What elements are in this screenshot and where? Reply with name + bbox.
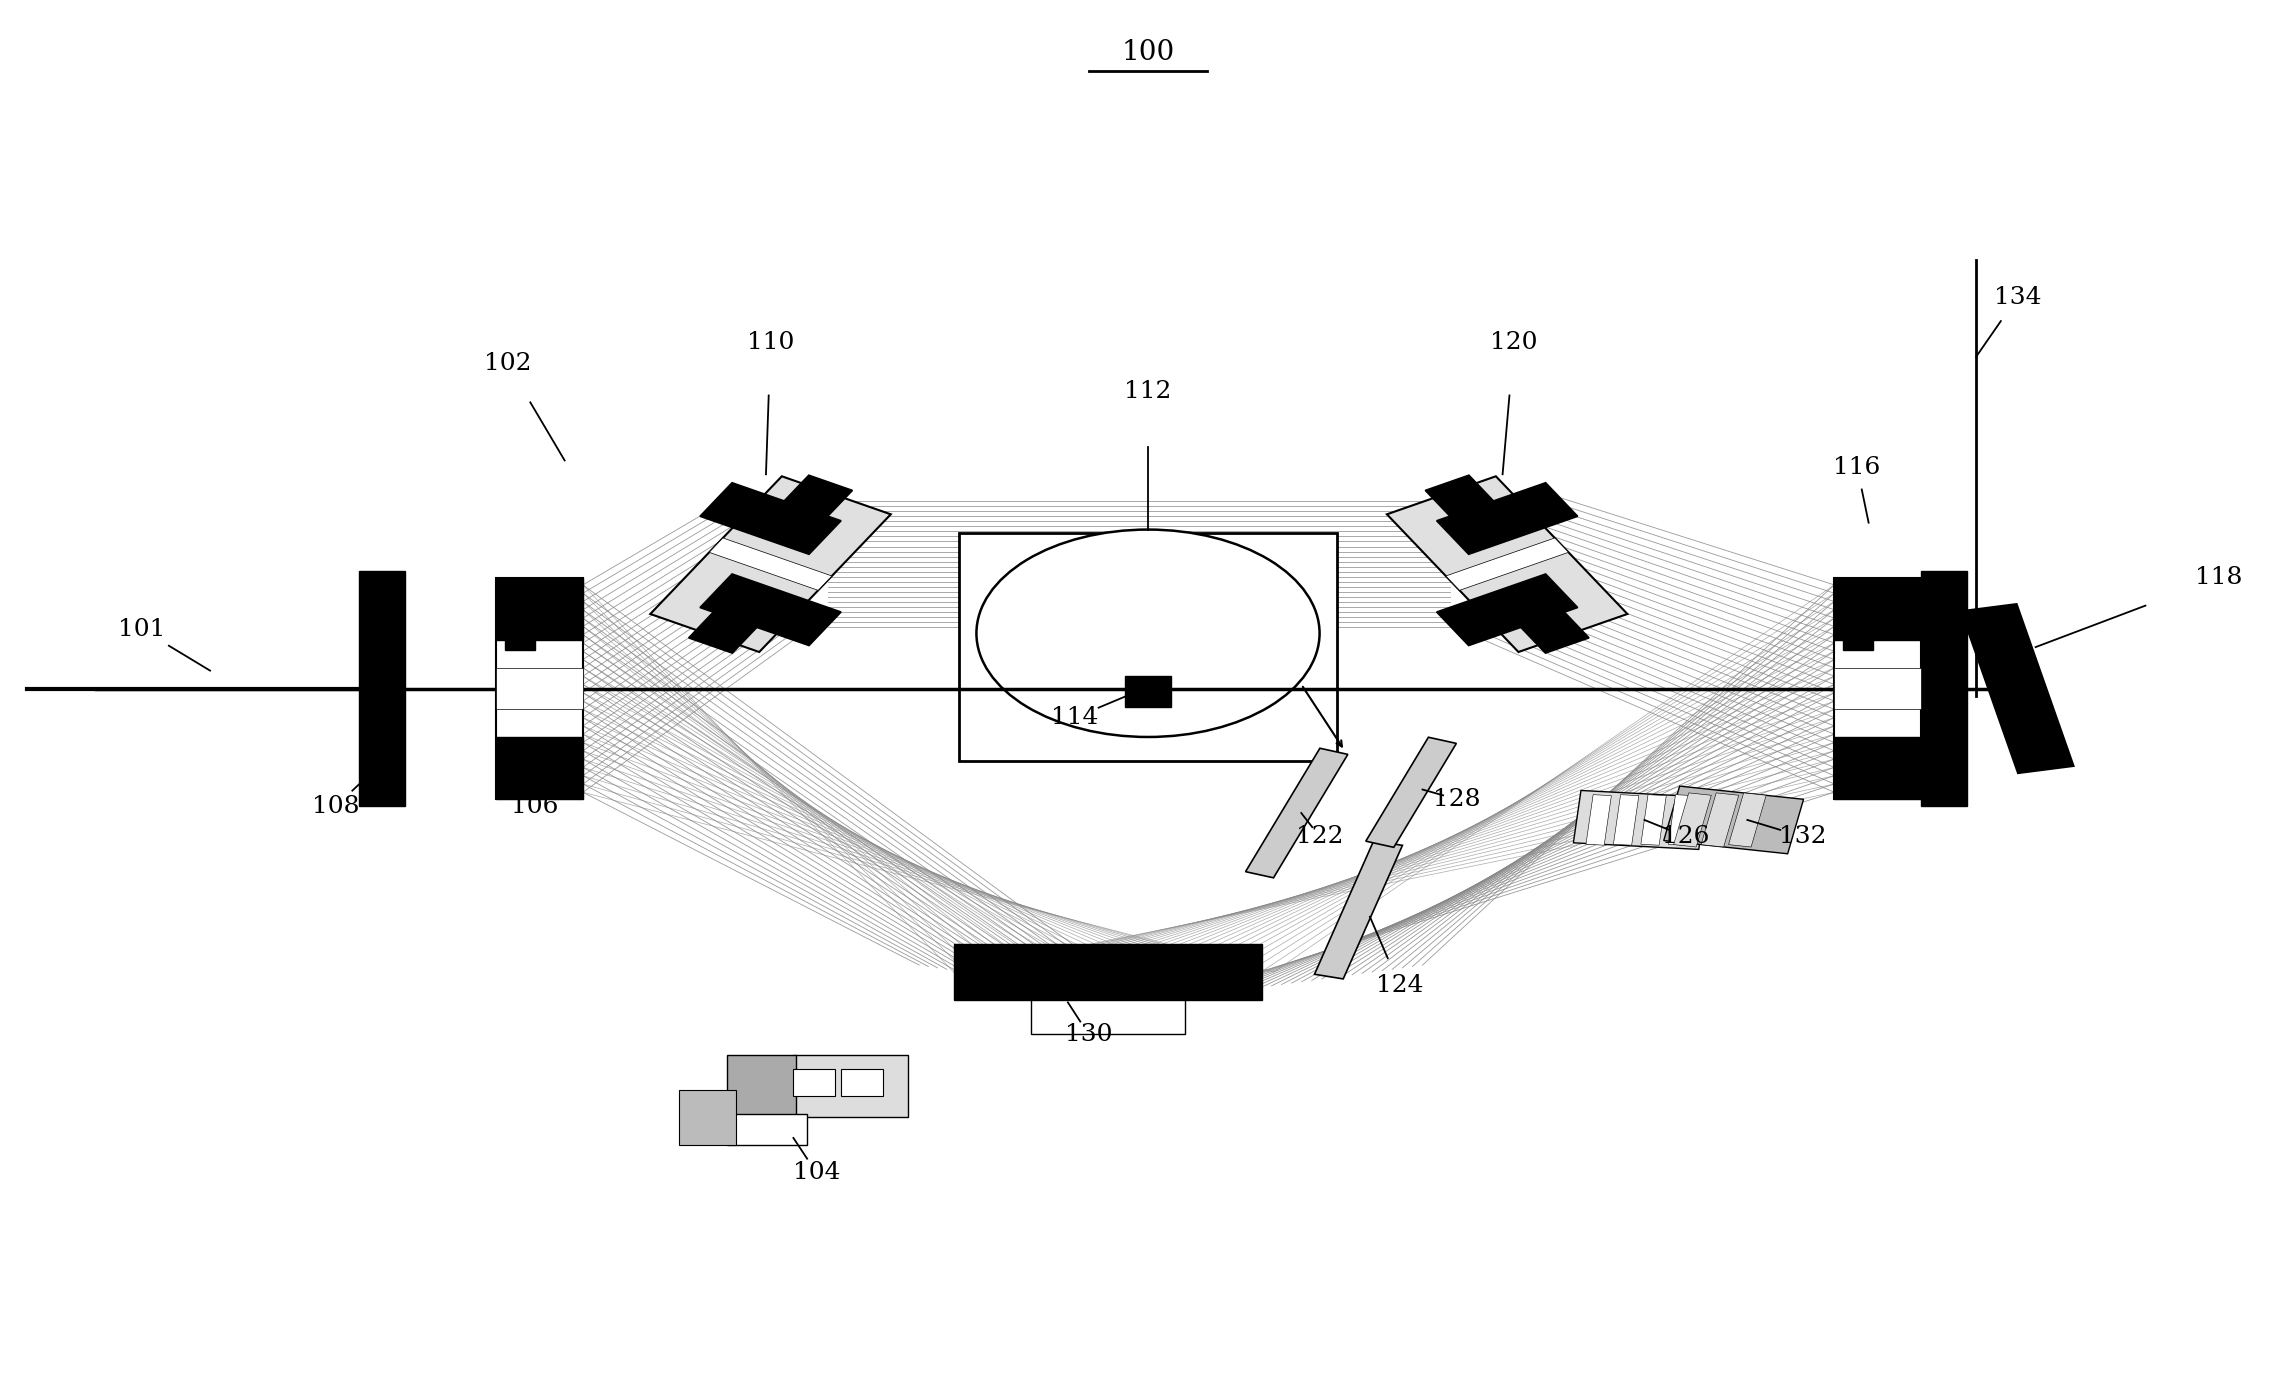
Bar (960, 533, 1336, 761)
Text: 116: 116 (1835, 456, 1880, 479)
Bar (1426, 476, 1497, 520)
Bar (1518, 608, 1589, 654)
Bar (1961, 604, 2073, 773)
Bar (1125, 676, 1171, 707)
Text: 124: 124 (1375, 974, 1424, 997)
Text: 120: 120 (1490, 331, 1538, 355)
Bar (794, 1068, 833, 1096)
Bar (1437, 483, 1577, 554)
Bar (689, 608, 760, 654)
Bar (1835, 737, 1922, 800)
Bar (1446, 538, 1568, 590)
Text: 130: 130 (1065, 1022, 1111, 1046)
Text: 100: 100 (1120, 39, 1176, 65)
Bar (728, 1114, 808, 1145)
Bar (1844, 608, 1874, 650)
Bar (1573, 790, 1706, 850)
Bar (953, 944, 1263, 1000)
Bar (1387, 476, 1628, 652)
Bar (1701, 793, 1738, 847)
Text: 132: 132 (1779, 825, 1825, 849)
Text: 128: 128 (1433, 787, 1481, 811)
Bar (505, 608, 535, 650)
Bar (1366, 737, 1456, 847)
Bar (1835, 668, 1922, 709)
Text: 108: 108 (312, 794, 360, 818)
Bar (1031, 1000, 1185, 1035)
Bar (650, 476, 891, 652)
Bar (1437, 574, 1577, 645)
Bar (1835, 579, 1922, 800)
Bar (1835, 579, 1922, 640)
Text: 112: 112 (1125, 380, 1171, 403)
Bar (496, 579, 583, 640)
Text: 122: 122 (1295, 825, 1343, 849)
Bar (781, 476, 852, 520)
Bar (794, 1054, 907, 1117)
Text: 118: 118 (2195, 566, 2243, 590)
Bar (1922, 572, 1968, 807)
Text: 134: 134 (1993, 285, 2041, 309)
Bar (1316, 840, 1403, 979)
Bar (496, 668, 583, 709)
Text: 102: 102 (484, 352, 530, 376)
Bar (1674, 793, 1711, 847)
Text: 101: 101 (117, 618, 165, 641)
Text: 106: 106 (512, 794, 558, 818)
Bar (709, 538, 831, 590)
Bar (1669, 794, 1694, 846)
Bar (840, 1068, 882, 1096)
Bar (496, 737, 583, 800)
Bar (700, 574, 840, 645)
Bar (700, 483, 840, 554)
Bar (1614, 794, 1639, 846)
Bar (1642, 794, 1667, 846)
Bar (496, 579, 583, 800)
Bar (1665, 786, 1805, 854)
Bar (680, 1089, 737, 1145)
Bar (1729, 793, 1766, 847)
Bar (1587, 794, 1612, 846)
Circle shape (976, 530, 1320, 737)
Text: 110: 110 (746, 331, 794, 355)
Text: 126: 126 (1662, 825, 1708, 849)
Bar (728, 1054, 797, 1117)
Bar (358, 572, 404, 807)
Bar (1244, 748, 1348, 878)
Text: 104: 104 (792, 1161, 840, 1184)
Text: 114: 114 (1052, 707, 1097, 729)
